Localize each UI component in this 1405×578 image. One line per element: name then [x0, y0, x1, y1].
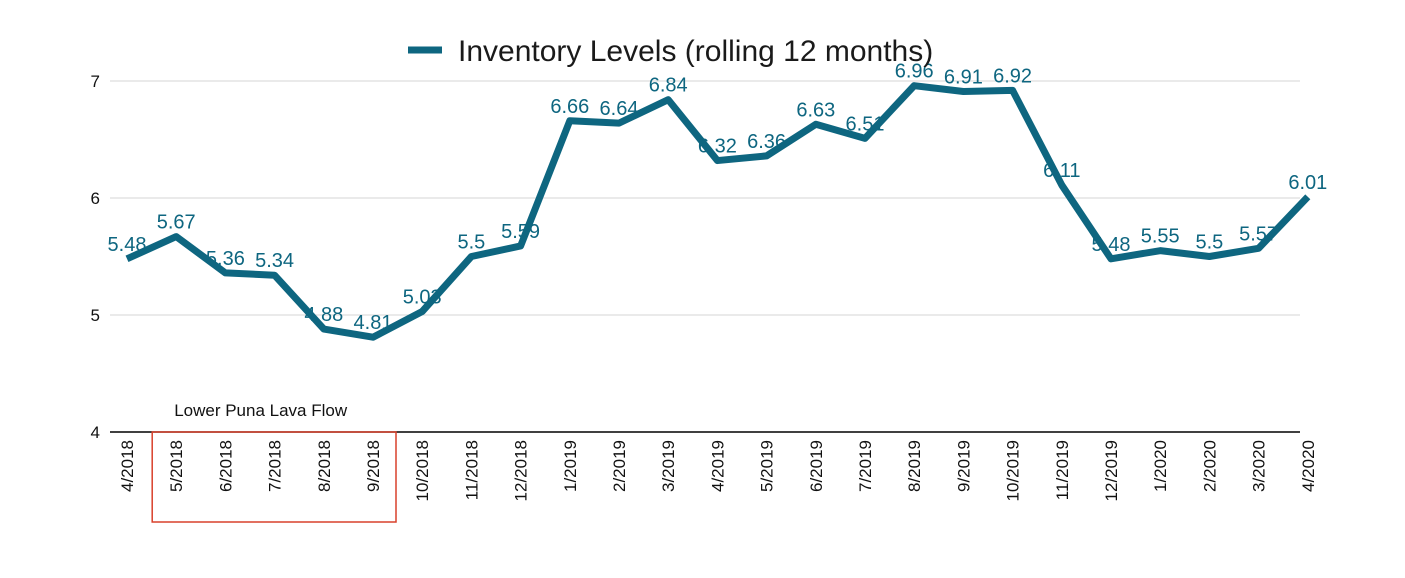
gridlines: [110, 80, 1300, 316]
data-label: 6.66: [550, 96, 589, 118]
legend-label: Inventory Levels (rolling 12 months): [458, 35, 933, 68]
x-tick-label: 7/2019: [856, 440, 875, 492]
x-tick-label: 5/2019: [758, 440, 777, 492]
annotation-box: [151, 431, 397, 523]
data-label: 6.51: [846, 113, 885, 135]
x-tick-label: 1/2020: [1151, 440, 1170, 492]
data-label: 6.91: [944, 67, 983, 89]
data-label: 5.36: [206, 248, 245, 270]
data-label: 5.67: [157, 212, 196, 234]
annotation-label: Lower Puna Lava Flow: [174, 401, 348, 420]
x-tick-label: 12/2018: [512, 440, 531, 501]
x-tick-label: 5/2018: [167, 440, 186, 492]
x-tick-label: 2/2019: [610, 440, 629, 492]
x-axis: 4/2018 5/2018 6/2018 7/2018 8/2018 9/2018 10/2…: [118, 440, 1318, 501]
x-tick-label: 6/2019: [807, 440, 826, 492]
data-label: 4.88: [304, 304, 343, 326]
data-label: 6.11: [1043, 160, 1080, 182]
data-label: 6.64: [600, 98, 639, 120]
x-tick-label: 1/2019: [561, 440, 580, 492]
data-label: 6.96: [895, 61, 934, 83]
x-tick-label: 4/2018: [118, 440, 137, 492]
x-tick-label: 3/2019: [659, 440, 678, 492]
data-label: 5.5: [1195, 232, 1223, 254]
x-tick-label: 8/2018: [315, 440, 334, 492]
x-tick-label: 2/2020: [1200, 440, 1219, 492]
legend: Inventory Levels (rolling 12 months): [408, 35, 933, 68]
x-tick-label: 9/2018: [364, 440, 383, 492]
x-tick-label: 10/2018: [413, 440, 432, 501]
x-tick-label: 12/2019: [1102, 440, 1121, 501]
data-label: 6.84: [649, 75, 688, 97]
x-tick-label: 6/2018: [216, 440, 235, 492]
x-tick-label: 7/2018: [266, 440, 285, 492]
x-tick-label: 10/2019: [1004, 440, 1023, 501]
data-label: 5.57: [1239, 223, 1278, 245]
y-tick-label: 6: [91, 189, 100, 208]
x-tick-label: 11/2018: [462, 440, 481, 500]
x-tick-label: 11/2019: [1053, 440, 1072, 500]
data-label: 4.81: [354, 312, 393, 334]
data-label: 5.48: [108, 234, 147, 256]
x-tick-label: 3/2020: [1250, 440, 1269, 492]
y-tick-label: 5: [91, 306, 100, 325]
y-tick-label: 4: [91, 423, 100, 442]
data-label: 6.92: [993, 65, 1032, 87]
data-label: 5.34: [255, 250, 294, 272]
data-label: 6.63: [796, 99, 835, 121]
data-label: 6.01: [1288, 172, 1327, 194]
data-label: 5.5: [457, 232, 485, 254]
data-label: 5.59: [501, 221, 540, 243]
y-tick-label: 7: [91, 72, 100, 91]
data-label: 6.36: [747, 131, 786, 153]
y-axis: 4 5 6 7: [91, 72, 100, 442]
series-line: [125, 82, 1311, 341]
x-tick-label: 4/2020: [1299, 440, 1318, 492]
x-tick-label: 8/2019: [905, 440, 924, 492]
data-label: 5.55: [1141, 226, 1180, 248]
x-tick-label: 4/2019: [708, 440, 727, 492]
data-label: 5.03: [403, 286, 442, 308]
data-label: 5.48: [1092, 234, 1131, 256]
data-labels: 5.48 5.67 5.36 5.34 4.88 4.81 5.03 5.5 5.59 6.66 6…: [108, 61, 1328, 335]
x-tick-label: 9/2019: [954, 440, 973, 492]
data-label: 6.32: [698, 136, 737, 158]
